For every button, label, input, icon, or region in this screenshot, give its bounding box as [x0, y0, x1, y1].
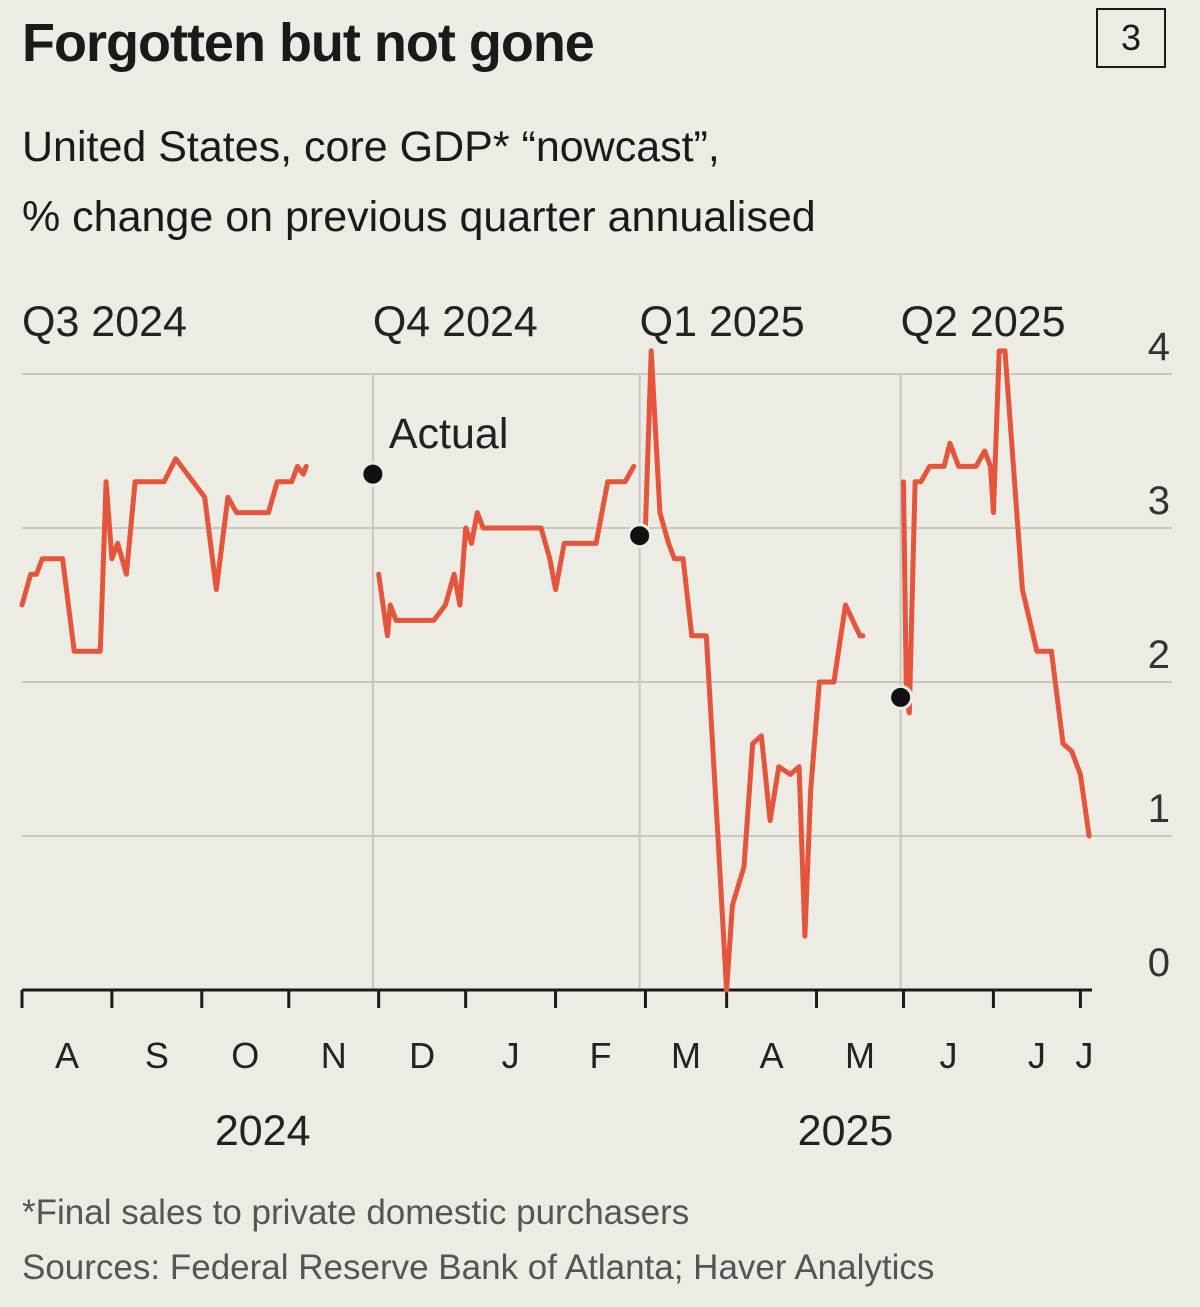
- chart-subtitle: United States, core GDP* “nowcast”, % ch…: [22, 112, 816, 252]
- month-label: A: [55, 1035, 79, 1076]
- month-label-current: J: [1075, 1035, 1093, 1076]
- quarter-label: Q4 2024: [373, 298, 538, 346]
- y-tick-label: 4: [1148, 325, 1170, 369]
- month-label: O: [231, 1035, 259, 1076]
- y-tick-label: 3: [1148, 479, 1170, 523]
- month-label: M: [845, 1035, 875, 1076]
- month-label: D: [409, 1035, 435, 1076]
- nowcast-series-line-2: [376, 463, 637, 639]
- month-label: F: [589, 1035, 611, 1076]
- month-label: S: [145, 1035, 169, 1076]
- subtitle-line-1: United States, core GDP* “nowcast”,: [22, 123, 720, 171]
- chart-number-badge: 3: [1096, 8, 1166, 68]
- month-label: M: [671, 1035, 701, 1076]
- month-label: N: [321, 1035, 347, 1076]
- nowcast-series-line-3: [642, 348, 866, 993]
- quarter-label: Q3 2024: [22, 298, 187, 346]
- y-tick-label: 1: [1148, 787, 1170, 831]
- actual-annotation: Actual: [389, 410, 509, 458]
- subtitle-line-2: % change on previous quarter annualised: [22, 193, 816, 241]
- definition-note: *Final sales to private domestic purchas…: [22, 1193, 690, 1232]
- month-label: J: [502, 1035, 520, 1076]
- nowcast-series-line-4: [901, 348, 1092, 839]
- nowcast-series-line-1: [19, 456, 309, 654]
- chart-footnotes: *Final sales to private domestic purchas…: [22, 1185, 934, 1295]
- y-tick-label: 0: [1148, 941, 1170, 985]
- year-label: 2025: [798, 1107, 894, 1155]
- actual-marker: [627, 523, 653, 549]
- month-label: J: [939, 1035, 957, 1076]
- quarter-label: Q2 2025: [901, 298, 1066, 346]
- month-label: A: [760, 1035, 784, 1076]
- actual-marker: [888, 684, 914, 710]
- y-tick-label: 2: [1148, 633, 1170, 677]
- nowcast-line-chart: 0 1 2 3 4 Q3 2024 Q4 2024 Q1 2025 Q2 2025 A S O N D J F…: [19, 298, 1172, 1155]
- actual-marker: [360, 461, 386, 487]
- year-label: 2024: [215, 1107, 311, 1155]
- month-label: J: [1028, 1035, 1046, 1076]
- chart-title: Forgotten but not gone: [22, 13, 595, 73]
- quarter-label: Q1 2025: [640, 298, 805, 346]
- sources-note: Sources: Federal Reserve Bank of Atlanta…: [22, 1248, 935, 1287]
